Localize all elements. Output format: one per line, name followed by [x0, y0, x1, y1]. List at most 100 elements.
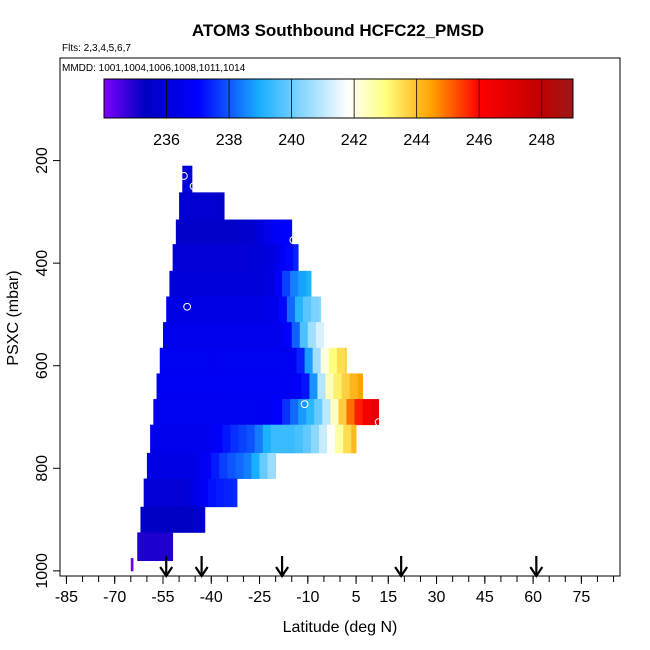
colorbar-swatch: [397, 79, 400, 118]
colorbar-swatch: [350, 79, 353, 118]
colorbar-swatch: [338, 79, 341, 118]
colorbar-swatch: [537, 79, 541, 118]
heat-cell: [183, 347, 193, 374]
heat-cell: [253, 373, 262, 400]
heat-cell: [204, 373, 214, 400]
heat-cell: [177, 270, 186, 297]
colorbar-swatch: [133, 79, 136, 118]
heat-cell: [278, 296, 288, 323]
colorbar-swatch: [387, 79, 390, 118]
colorbar-swatch: [188, 79, 191, 118]
heat-cell: [280, 219, 289, 245]
heat-cell: [315, 322, 325, 349]
colorbar-swatch: [293, 79, 296, 118]
colorbar-swatch: [219, 79, 222, 118]
x-tick-label: -55: [151, 589, 174, 606]
colorbar-swatch: [315, 79, 318, 118]
heat-cell: [257, 270, 267, 297]
colorbar-swatch: [506, 79, 510, 118]
heat-cell: [264, 219, 273, 245]
colorbar-swatch: [530, 79, 533, 118]
colorbar-swatch: [272, 79, 275, 118]
colorbar-swatch: [109, 79, 113, 118]
colorbar-swatch: [442, 79, 445, 118]
heat-cell: [319, 296, 322, 323]
colorbar-swatch: [453, 79, 457, 118]
colorbar-swatch: [182, 79, 185, 118]
colorbar-swatch: [131, 79, 134, 118]
colorbar-swatch: [492, 79, 496, 118]
colorbar-swatch: [215, 79, 218, 118]
heat-cell: [191, 347, 201, 374]
heat-cell: [175, 478, 185, 508]
colorbar-swatch: [461, 79, 465, 118]
heat-cell: [267, 452, 277, 479]
flight-marker: [300, 400, 309, 409]
heat-cell: [228, 244, 238, 272]
heat-cell: [146, 452, 156, 479]
heat-cell: [240, 347, 249, 374]
colorbar-swatch: [232, 79, 236, 118]
heat-cell: [130, 558, 134, 572]
colorbar-swatch: [375, 79, 379, 118]
colorbar-swatch: [487, 79, 490, 118]
x-tick-label: -85: [55, 589, 78, 606]
colorbar-swatch: [358, 79, 361, 118]
heat-cell: [257, 399, 267, 426]
colorbar-swatch: [543, 79, 547, 118]
heat-cell: [148, 506, 157, 533]
heat-cell: [161, 532, 170, 562]
heat-cell: [241, 270, 251, 297]
colorbar-swatch: [528, 79, 531, 118]
colorbar-swatch: [471, 79, 474, 118]
colorbar-swatch: [105, 79, 109, 118]
heat-cell: [349, 373, 359, 400]
colorbar-swatch: [449, 79, 453, 118]
colorbar-swatch: [160, 79, 164, 118]
colorbar-swatch: [256, 79, 259, 118]
heat-cell: [301, 373, 310, 400]
heat-cell: [370, 399, 380, 426]
colorbar-swatch: [154, 79, 158, 118]
heat-cell: [306, 270, 312, 297]
colorbar-swatch: [127, 79, 130, 118]
colorbar-swatch: [494, 79, 498, 118]
flight-marker: [180, 172, 188, 180]
heat-cell: [179, 452, 188, 479]
x-axis-title: Latitude (deg N): [283, 619, 398, 636]
heat-cell: [211, 192, 220, 220]
heat-cell: [277, 373, 286, 400]
colorbar-swatch: [195, 79, 199, 118]
heat-cell: [167, 478, 177, 508]
heat-cell: [354, 399, 363, 426]
heat-cell: [180, 244, 190, 272]
heat-cell: [232, 478, 238, 508]
heat-cell: [293, 244, 299, 272]
heat-cell: [311, 424, 320, 454]
heat-cell: [246, 424, 256, 454]
heat-cell: [158, 424, 167, 454]
colorbar-swatch: [559, 79, 562, 118]
y-tick-label: 400: [34, 250, 51, 277]
heat-cell: [143, 478, 153, 508]
colorbar-swatch: [205, 79, 209, 118]
y-tick-label: 600: [34, 352, 51, 379]
heat-cell: [240, 219, 249, 245]
colorbar-swatch: [498, 79, 502, 118]
heat-cell: [201, 270, 211, 297]
y-tick-label: 800: [34, 455, 51, 482]
heat-cell: [245, 373, 254, 400]
heat-cell: [219, 322, 228, 349]
heat-cell: [172, 373, 182, 400]
heat-cell: [272, 347, 281, 374]
heat-cell: [325, 373, 334, 400]
colorbar-swatch: [129, 79, 132, 118]
heat-cell: [193, 270, 203, 297]
heat-cell: [267, 322, 277, 349]
colorbar-swatch: [412, 79, 416, 118]
x-tick-label: -40: [200, 589, 223, 606]
heat-cell: [190, 424, 199, 454]
colorbar-swatch: [262, 79, 265, 118]
heat-cell: [212, 373, 222, 400]
